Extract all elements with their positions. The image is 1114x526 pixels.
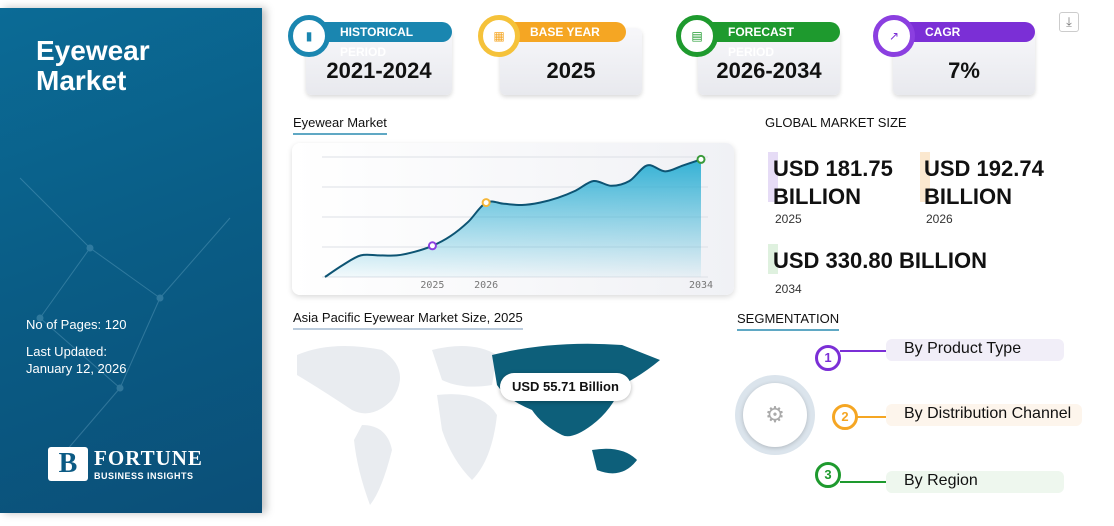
page-count: No of Pages: 120 <box>26 317 127 332</box>
highlight-bar <box>768 244 778 274</box>
segmentation-hub: ⚙ <box>735 375 815 455</box>
data-point-2025 <box>427 241 437 251</box>
card-label: HISTORICAL PERIOD <box>300 22 452 59</box>
segmentation-title: SEGMENTATION <box>737 311 840 331</box>
sidebar: Eyewear Market No of Pages: 120 Last Upda… <box>0 8 262 513</box>
card-value: 2026-2034 <box>716 58 822 83</box>
market-size-2025: USD 181.75 <box>773 156 893 181</box>
segment-number-2: 2 <box>832 404 858 430</box>
card-label: CAGR <box>885 22 1035 42</box>
card-value: 2021-2024 <box>326 58 432 83</box>
segment-distribution-channel[interactable]: By Distribution Channel <box>886 404 1082 426</box>
fortune-logo: B FORTUNE BUSINESS INSIGHTS <box>48 446 203 481</box>
data-point-2034 <box>696 154 706 164</box>
global-market-title: GLOBAL MARKET SIZE <box>765 115 907 130</box>
logo-mark-icon: B <box>48 446 88 481</box>
network-decoration <box>19 177 231 459</box>
last-updated-label: Last Updated: <box>26 344 107 359</box>
logo-text: FORTUNE <box>94 446 203 470</box>
card-label: BASE YEAR <box>490 22 626 42</box>
year-2034: 2034 <box>775 282 802 296</box>
card-label: FORECAST PERIOD <box>688 22 840 59</box>
forecast-chart-icon: ▤ <box>676 15 718 57</box>
world-map <box>297 343 660 505</box>
south-america-shape <box>354 425 392 505</box>
calendar-icon: ▦ <box>478 15 520 57</box>
market-area-chart: 2025 2026 2034 <box>322 154 713 291</box>
title-line-2: Market <box>36 65 127 96</box>
segmentation-icon: ⚙ <box>743 383 807 447</box>
map-value-label: USD 55.71 Billion <box>500 373 631 401</box>
africa-shape <box>437 394 497 480</box>
card-value: 7% <box>948 58 980 83</box>
chart-title: Eyewear Market <box>293 115 387 135</box>
card-value: 2025 <box>546 58 596 83</box>
logo-subtext: BUSINESS INSIGHTS <box>94 471 194 481</box>
europe-shape <box>432 346 497 387</box>
year-2026: 2026 <box>926 212 953 226</box>
market-size-2025-unit: BILLION <box>773 184 861 209</box>
north-america-shape <box>297 346 400 414</box>
map-title: Asia Pacific Eyewear Market Size, 2025 <box>293 310 523 330</box>
market-size-2026: USD 192.74 <box>924 156 1044 181</box>
highlight-bar <box>768 152 778 202</box>
data-point-2026 <box>481 198 491 208</box>
segment-region[interactable]: By Region <box>886 471 1064 493</box>
market-size-2034: USD 330.80 BILLION <box>773 248 987 273</box>
download-icon[interactable]: ⤓ <box>1059 12 1079 32</box>
highlight-bar <box>920 152 930 202</box>
x-tick-label: 2025 <box>420 280 444 291</box>
connector-line <box>840 481 886 483</box>
area-fill <box>325 159 701 277</box>
connector-line <box>840 350 886 352</box>
report-title: Eyewear Market <box>36 36 150 96</box>
growth-chart-icon: ↗ <box>873 15 915 57</box>
year-2025: 2025 <box>775 212 802 226</box>
last-updated-date: January 12, 2026 <box>26 361 127 376</box>
segment-product-type[interactable]: By Product Type <box>886 339 1064 361</box>
bar-chart-icon: ▮ <box>288 15 330 57</box>
title-line-1: Eyewear <box>36 35 150 66</box>
connector-line <box>856 416 886 418</box>
segment-number-1: 1 <box>815 345 841 371</box>
market-size-2026-unit: BILLION <box>924 184 1012 209</box>
x-tick-label: 2026 <box>474 280 498 291</box>
asia-pacific-highlight <box>492 343 660 474</box>
x-tick-label: 2034 <box>689 280 713 291</box>
segment-number-3: 3 <box>815 462 841 488</box>
series-line <box>324 158 702 278</box>
